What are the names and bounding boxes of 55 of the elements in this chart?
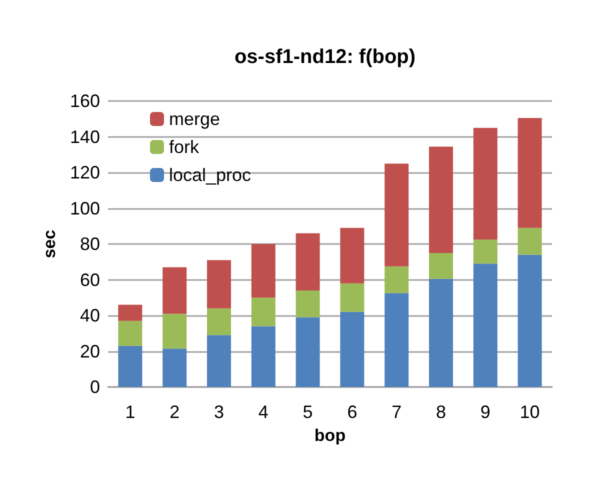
y-tick-label: 80 — [80, 234, 100, 254]
bar — [162, 314, 187, 349]
bar — [207, 335, 231, 387]
bar — [118, 320, 142, 346]
x-tick-label: 3 — [214, 402, 224, 422]
bar — [518, 254, 542, 387]
legend-label: local_proc — [169, 165, 252, 185]
bar — [340, 312, 364, 387]
y-tick-label: 60 — [80, 270, 100, 290]
bar — [118, 304, 142, 321]
bar — [162, 267, 187, 314]
y-tick-label: 20 — [80, 341, 100, 362]
bar — [473, 240, 498, 264]
bar — [518, 228, 542, 255]
bar — [251, 298, 276, 326]
legend-label: fork — [169, 137, 200, 157]
x-tick-label: 9 — [480, 402, 490, 422]
bar — [296, 233, 320, 290]
x-tick-label: 6 — [347, 402, 358, 422]
bar — [118, 346, 142, 387]
bar — [384, 293, 409, 387]
x-tick-label: 7 — [392, 402, 402, 422]
bar — [296, 317, 320, 387]
bar — [207, 260, 231, 308]
x-tick-label: 4 — [258, 402, 268, 422]
y-tick-label: 140 — [70, 126, 100, 147]
bar — [162, 348, 187, 387]
bar — [251, 244, 276, 298]
y-tick-label: 100 — [70, 198, 100, 218]
x-tick-label: 10 — [520, 402, 540, 422]
bar — [429, 252, 453, 279]
bar — [384, 164, 409, 266]
y-tick-label: 120 — [70, 162, 100, 182]
bar — [473, 264, 498, 387]
y-tick-label: 160 — [70, 91, 100, 111]
bar — [429, 278, 453, 387]
x-tick-label: 1 — [125, 402, 136, 422]
y-axis-title: sec — [40, 230, 59, 258]
y-tick-label: 0 — [90, 377, 100, 397]
bar — [340, 283, 364, 312]
bar — [473, 128, 498, 240]
legend-label: merge — [169, 109, 220, 129]
chart-title: os-sf1-nd12: f(bop) — [234, 46, 416, 68]
bar — [429, 146, 453, 253]
bar — [384, 266, 409, 294]
x-tick-label: 5 — [302, 402, 313, 422]
bar — [296, 290, 320, 318]
x-tick-label: 8 — [436, 402, 446, 422]
x-axis-title: bop — [314, 426, 346, 445]
bar — [340, 228, 364, 284]
bar — [207, 308, 231, 336]
bar — [518, 118, 542, 228]
x-tick-label: 2 — [170, 402, 180, 422]
y-tick-label: 40 — [80, 306, 100, 326]
bar — [251, 326, 276, 387]
